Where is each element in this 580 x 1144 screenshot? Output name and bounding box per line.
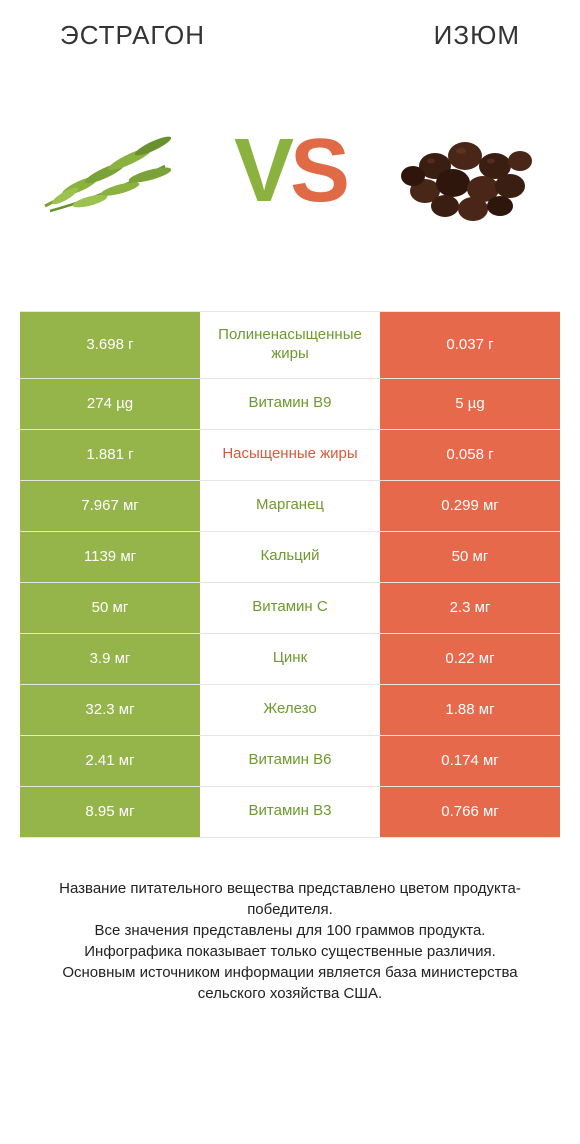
nutrient-label: Насыщенные жиры <box>200 430 380 480</box>
right-food-title: ИЗЮМ <box>434 20 520 51</box>
right-food-image <box>370 101 550 241</box>
table-row: 7.967 мгМарганец0.299 мг <box>20 480 560 531</box>
right-value: 50 мг <box>380 532 560 582</box>
nutrient-label: Витамин B6 <box>200 736 380 786</box>
table-row: 1139 мгКальций50 мг <box>20 531 560 582</box>
left-value: 7.967 мг <box>20 481 200 531</box>
table-row: 2.41 мгВитамин B60.174 мг <box>20 735 560 786</box>
left-value: 2.41 мг <box>20 736 200 786</box>
comparison-table: 3.698 гПолиненасыщенные жиры0.037 г274 µ… <box>20 311 560 838</box>
right-value: 0.174 мг <box>380 736 560 786</box>
infographic-container: ЭСТРАГОН ИЗЮМ VS <box>0 0 580 1144</box>
left-value: 1.881 г <box>20 430 200 480</box>
footer-line: Все значения представлены для 100 граммо… <box>30 920 550 941</box>
left-value: 274 µg <box>20 379 200 429</box>
footer-line: Инфографика показывает только существенн… <box>30 941 550 962</box>
table-row: 3.9 мгЦинк0.22 мг <box>20 633 560 684</box>
right-value: 2.3 мг <box>380 583 560 633</box>
right-value: 0.299 мг <box>380 481 560 531</box>
table-row: 32.3 мгЖелезо1.88 мг <box>20 684 560 735</box>
table-row: 274 µgВитамин B95 µg <box>20 378 560 429</box>
right-value: 0.058 г <box>380 430 560 480</box>
vs-label: VS <box>234 120 346 223</box>
left-value: 1139 мг <box>20 532 200 582</box>
footer-note: Название питательного вещества представл… <box>0 878 580 1034</box>
header: ЭСТРАГОН ИЗЮМ <box>0 20 580 51</box>
footer-line: Название питательного вещества представл… <box>30 878 550 920</box>
table-row: 1.881 гНасыщенные жиры0.058 г <box>20 429 560 480</box>
nutrient-label: Витамин B9 <box>200 379 380 429</box>
right-value: 0.766 мг <box>380 787 560 837</box>
footer-line: Основным источником информации является … <box>30 962 550 1004</box>
right-value: 1.88 мг <box>380 685 560 735</box>
nutrient-label: Кальций <box>200 532 380 582</box>
vs-v: V <box>234 120 290 223</box>
right-value: 0.037 г <box>380 312 560 378</box>
left-food-title: ЭСТРАГОН <box>60 20 205 51</box>
vs-row: VS <box>0 81 580 261</box>
right-value: 5 µg <box>380 379 560 429</box>
raisin-icon <box>375 111 545 231</box>
tarragon-icon <box>35 111 205 231</box>
left-value: 32.3 мг <box>20 685 200 735</box>
table-row: 8.95 мгВитамин B30.766 мг <box>20 786 560 838</box>
nutrient-label: Витамин C <box>200 583 380 633</box>
nutrient-label: Витамин B3 <box>200 787 380 837</box>
nutrient-label: Цинк <box>200 634 380 684</box>
nutrient-label: Марганец <box>200 481 380 531</box>
left-value: 8.95 мг <box>20 787 200 837</box>
nutrient-label: Полиненасыщенные жиры <box>200 312 380 378</box>
vs-s: S <box>290 120 346 223</box>
right-value: 0.22 мг <box>380 634 560 684</box>
left-value: 3.9 мг <box>20 634 200 684</box>
table-row: 3.698 гПолиненасыщенные жиры0.037 г <box>20 311 560 378</box>
left-food-image <box>30 101 210 241</box>
table-row: 50 мгВитамин C2.3 мг <box>20 582 560 633</box>
nutrient-label: Железо <box>200 685 380 735</box>
left-value: 3.698 г <box>20 312 200 378</box>
left-value: 50 мг <box>20 583 200 633</box>
